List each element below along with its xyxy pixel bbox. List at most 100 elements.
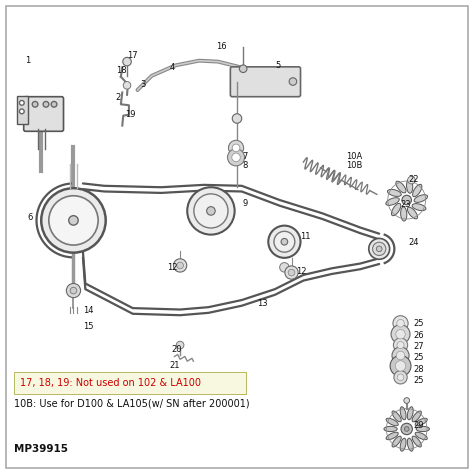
Text: 10A: 10A (346, 152, 362, 161)
Circle shape (232, 153, 240, 162)
Ellipse shape (407, 179, 413, 193)
Circle shape (194, 194, 228, 228)
Ellipse shape (407, 407, 413, 420)
Ellipse shape (392, 436, 401, 447)
Ellipse shape (387, 190, 401, 196)
Circle shape (19, 109, 24, 114)
Ellipse shape (396, 181, 406, 193)
Circle shape (123, 57, 131, 66)
Text: 15: 15 (83, 322, 93, 330)
Circle shape (402, 195, 411, 205)
Circle shape (228, 149, 245, 166)
Ellipse shape (415, 432, 427, 440)
Circle shape (123, 82, 131, 89)
Text: 29: 29 (413, 421, 424, 430)
Ellipse shape (392, 203, 401, 216)
Circle shape (396, 351, 405, 360)
Circle shape (232, 114, 242, 123)
Circle shape (394, 371, 407, 384)
Text: 10B: Use for D100 & LA105(w/ SN after 200001): 10B: Use for D100 & LA105(w/ SN after 20… (14, 399, 250, 409)
Text: 21: 21 (170, 362, 180, 370)
Circle shape (274, 231, 295, 252)
Circle shape (392, 347, 409, 364)
FancyBboxPatch shape (6, 6, 468, 468)
Text: 2: 2 (116, 93, 121, 101)
Text: 22: 22 (409, 175, 419, 183)
Circle shape (239, 65, 247, 73)
Circle shape (397, 374, 404, 381)
Text: 12: 12 (167, 264, 177, 272)
Text: 12: 12 (296, 267, 307, 275)
Text: 9: 9 (243, 200, 248, 208)
Ellipse shape (412, 204, 426, 210)
Ellipse shape (416, 427, 429, 431)
FancyBboxPatch shape (17, 96, 28, 124)
Text: 17, 18, 19: Not used on 102 & LA100: 17, 18, 19: Not used on 102 & LA100 (20, 378, 201, 388)
Text: 20: 20 (172, 346, 182, 354)
Text: 25: 25 (413, 354, 424, 362)
Circle shape (268, 226, 301, 258)
Ellipse shape (400, 438, 406, 451)
Circle shape (369, 238, 390, 259)
Text: 7: 7 (243, 152, 248, 161)
Text: 6: 6 (27, 213, 33, 221)
Circle shape (49, 196, 98, 245)
Circle shape (51, 101, 57, 107)
Circle shape (41, 188, 106, 253)
Circle shape (176, 341, 184, 349)
Ellipse shape (412, 184, 422, 197)
Circle shape (404, 398, 410, 403)
Circle shape (232, 144, 240, 152)
Circle shape (404, 427, 409, 431)
FancyBboxPatch shape (230, 67, 301, 97)
Circle shape (395, 361, 406, 371)
Ellipse shape (386, 418, 398, 426)
Text: 4: 4 (170, 63, 175, 72)
Circle shape (19, 100, 24, 105)
Circle shape (66, 283, 81, 298)
Ellipse shape (400, 407, 406, 420)
Ellipse shape (392, 411, 401, 422)
Ellipse shape (412, 411, 421, 422)
Ellipse shape (384, 427, 397, 431)
Text: 28: 28 (413, 365, 424, 374)
Text: 3: 3 (140, 80, 146, 89)
Circle shape (32, 101, 38, 107)
Ellipse shape (401, 207, 407, 221)
Circle shape (401, 423, 412, 435)
Circle shape (281, 238, 288, 245)
Text: 23: 23 (401, 201, 411, 209)
Text: 13: 13 (257, 299, 267, 308)
FancyBboxPatch shape (14, 372, 246, 394)
Circle shape (376, 246, 382, 252)
Circle shape (396, 329, 405, 339)
Ellipse shape (407, 207, 418, 219)
Text: MP39915: MP39915 (14, 444, 68, 455)
Ellipse shape (386, 432, 398, 440)
Circle shape (393, 316, 408, 331)
Text: 27: 27 (413, 343, 424, 351)
Text: 17: 17 (127, 52, 137, 60)
Ellipse shape (414, 195, 428, 202)
Text: 25: 25 (413, 319, 424, 328)
Text: 1: 1 (25, 56, 30, 65)
Circle shape (207, 207, 215, 215)
Text: 10B: 10B (346, 162, 363, 170)
Ellipse shape (386, 198, 399, 205)
Circle shape (70, 287, 77, 294)
Text: 14: 14 (83, 306, 93, 315)
Circle shape (397, 319, 404, 327)
Text: 18: 18 (116, 66, 126, 74)
Circle shape (280, 263, 289, 272)
Circle shape (408, 176, 415, 184)
Circle shape (285, 266, 298, 279)
Ellipse shape (407, 438, 413, 451)
Circle shape (373, 242, 386, 255)
Circle shape (177, 262, 183, 269)
Text: 5: 5 (276, 61, 281, 70)
Circle shape (228, 140, 244, 155)
Ellipse shape (415, 418, 427, 426)
Circle shape (390, 356, 411, 376)
Circle shape (289, 78, 297, 85)
Text: 16: 16 (216, 42, 226, 51)
